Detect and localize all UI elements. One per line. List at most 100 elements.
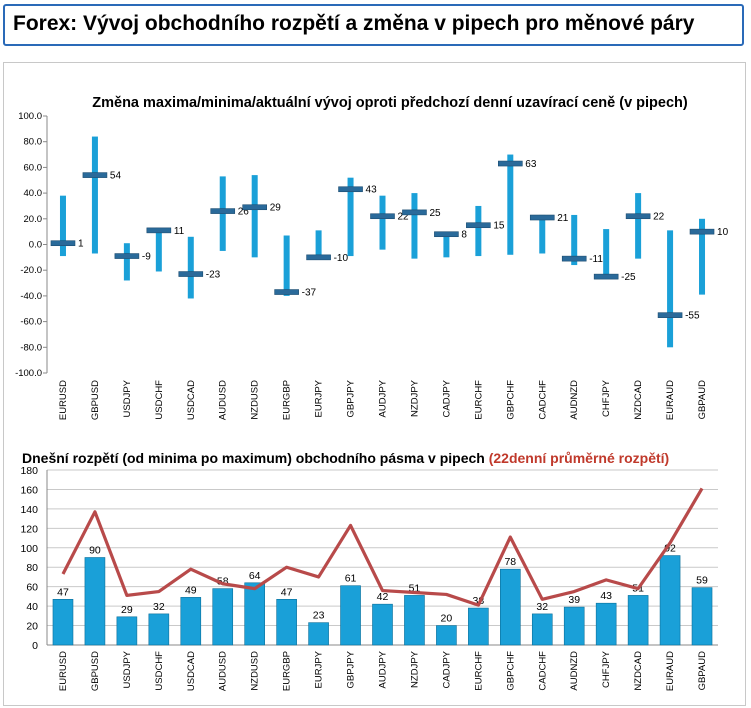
bar [308, 622, 329, 646]
current-marker [114, 253, 140, 259]
range-bar [699, 218, 706, 295]
bar [212, 588, 234, 646]
current-marker [82, 172, 108, 178]
range-bar [347, 177, 354, 257]
data-label: 32 [153, 601, 165, 613]
y-tick-label: 20 [26, 621, 38, 633]
data-label: 25 [429, 208, 441, 219]
range-bar [123, 243, 130, 281]
current-marker [561, 255, 587, 262]
current-marker [370, 213, 395, 220]
range-bar [251, 175, 258, 258]
range-bar [187, 236, 194, 299]
bar [52, 599, 74, 646]
range-bar [443, 231, 450, 258]
x-tick-label: EURGBP [282, 651, 293, 691]
range-bar [155, 230, 162, 272]
y-tick-label: 40 [26, 601, 38, 613]
bar [468, 607, 489, 646]
x-tick-label: GBPCHF [505, 651, 516, 691]
page-title: Forex: Vývoj obchodního rozpětí a změna … [13, 12, 695, 35]
range-bar [91, 136, 98, 254]
data-label: -23 [206, 270, 221, 281]
x-tick-label: EURAUD [665, 380, 676, 420]
x-tick-label: CADCHF [537, 380, 548, 420]
y-tick-label: -40.0 [20, 291, 42, 302]
x-tick-label: NZDUSD [250, 380, 261, 420]
x-tick-label: EURUSD [58, 380, 69, 420]
current-marker [338, 186, 363, 193]
bar [244, 582, 265, 646]
current-marker [210, 208, 236, 214]
bar [404, 595, 425, 646]
current-marker [50, 240, 76, 247]
x-tick-label: AUDJPY [378, 379, 389, 417]
data-label: 21 [557, 213, 569, 224]
range-bar [475, 205, 482, 257]
current-marker [242, 204, 267, 211]
data-label: 61 [345, 573, 357, 585]
bar [180, 597, 202, 646]
x-tick-label: AUDNZD [569, 651, 580, 691]
current-marker [402, 209, 427, 216]
data-label: 22 [398, 212, 410, 223]
x-tick-label: CHFJPY [601, 650, 612, 688]
x-tick-label: USDCHF [154, 380, 165, 420]
y-tick-label: 140 [20, 504, 38, 516]
x-tick-label: USDCHF [154, 651, 165, 691]
y-tick-label: 0 [32, 640, 38, 652]
current-marker [146, 227, 172, 234]
x-tick-label: AUDUSD [218, 651, 229, 691]
data-label: 20 [441, 613, 453, 625]
data-label: 39 [568, 594, 580, 606]
data-label: 92 [664, 543, 676, 555]
y-tick-label: -60.0 [20, 317, 42, 328]
x-tick-label: AUDUSD [218, 380, 229, 420]
y-tick-label: 40.0 [24, 188, 43, 199]
x-tick-label: NZDJPY [409, 379, 420, 417]
x-tick-label: USDJPY [122, 650, 133, 688]
data-label: 26 [238, 207, 250, 218]
range-bar [603, 229, 610, 277]
data-label: 47 [281, 586, 293, 598]
x-tick-label: GBPUSD [90, 380, 101, 420]
data-label: 29 [270, 203, 282, 214]
x-tick-label: GBPCHF [505, 380, 516, 420]
bar [691, 587, 713, 646]
range-bar [635, 193, 642, 259]
bar [148, 613, 170, 646]
y-tick-label: -80.0 [20, 342, 42, 353]
range-bar [539, 214, 546, 254]
range-bar [379, 195, 386, 250]
bar [276, 599, 297, 646]
x-tick-label: CHFJPY [601, 379, 612, 417]
current-marker [593, 273, 619, 280]
charts-panel [3, 62, 746, 706]
data-label: 59 [696, 575, 708, 587]
data-label: 47 [57, 586, 69, 598]
data-label: 43 [366, 185, 378, 196]
data-label: 43 [600, 590, 612, 602]
y-tick-label: 80.0 [24, 137, 43, 148]
x-tick-label: USDJPY [122, 379, 133, 417]
data-label: 11 [174, 226, 185, 237]
y-tick-label: 20.0 [24, 214, 43, 225]
bar [531, 613, 553, 646]
x-tick-label: CADJPY [441, 379, 452, 417]
range-chart: Změna maxima/minima/aktuální vývoj oprot… [15, 95, 729, 420]
y-tick-label: 60 [26, 582, 38, 594]
bar [659, 555, 681, 646]
current-marker [657, 312, 683, 318]
y-tick-label: -100.0 [15, 368, 42, 379]
y-tick-label: 100.0 [18, 111, 42, 122]
data-label: 32 [536, 601, 548, 613]
x-tick-label: GBPJPY [346, 650, 357, 688]
x-tick-label: AUDJPY [378, 650, 389, 688]
data-label: 22 [653, 212, 665, 223]
data-label: 54 [110, 171, 122, 182]
y-tick-label: 180 [20, 465, 38, 477]
current-marker [178, 271, 204, 277]
x-tick-label: CADCHF [537, 651, 548, 691]
x-tick-label: GBPUSD [90, 651, 101, 691]
x-tick-label: NZDJPY [409, 650, 420, 688]
